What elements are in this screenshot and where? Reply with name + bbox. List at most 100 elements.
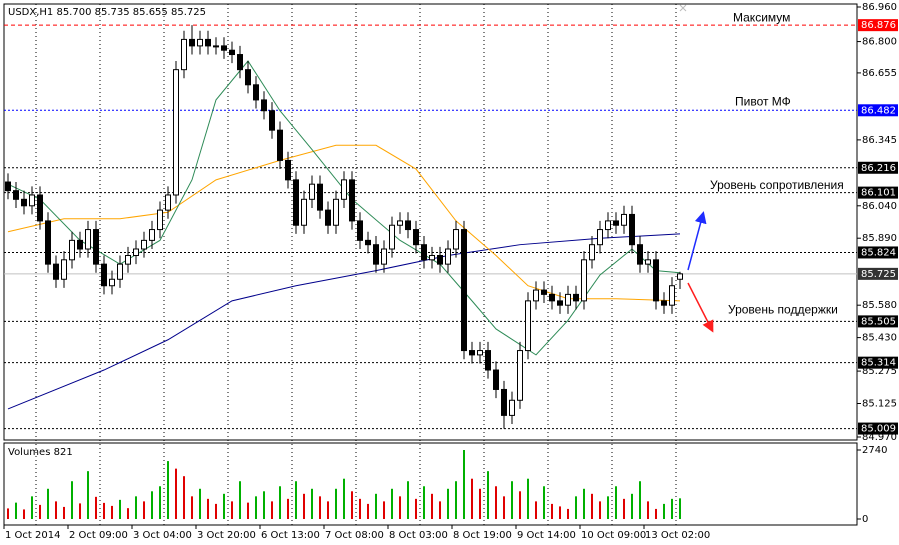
header: USDX,H1 85.700 85.735 85.655 85.725 [8,7,206,18]
candle-body [325,209,331,226]
candle-body [557,300,563,306]
y-tick-label: 85.275 [862,366,897,377]
candle-body [269,110,275,131]
down-arrow [687,282,714,333]
candle-body [661,300,667,306]
candle-body [381,248,387,265]
y-tick-label: 86.655 [862,68,897,79]
candle-body [365,239,371,246]
candle-body [493,369,499,390]
candle-body [677,273,683,280]
candle-body [581,259,587,302]
candle-body [349,179,355,222]
candle-body [637,244,643,265]
y-tick-label: 86.040 [862,201,897,212]
x-tick-label: 3 Oct 04:00 [133,530,192,541]
candle-body [309,183,315,200]
level-label: 85.505 [861,316,896,327]
volume-tick-label: 2740 [862,445,887,456]
main-panel [3,3,858,441]
level-text: Уровень сопротивления [710,178,844,192]
candle-body [29,194,35,207]
candle-body [525,300,531,352]
x-tick-label: 8 Oct 19:00 [453,530,512,541]
candle-body [261,99,267,112]
candle-body [181,38,187,71]
candle-body [53,263,59,280]
candle-body [589,244,595,261]
candle-body [541,289,547,295]
candle-body [157,209,163,231]
candle-body [357,220,363,241]
candle-body [453,229,459,250]
level-label: 86.101 [861,188,896,199]
level-label: 86.482 [861,105,896,116]
candle-body [205,38,211,47]
candle-body [549,293,555,302]
candle-body [85,229,91,250]
candle-body [245,69,251,86]
candle-body [645,259,651,265]
y-tick-label: 85.430 [862,333,897,344]
level-label-box [858,161,898,174]
x-tick-label: 1 Oct 2014 [5,530,60,541]
candle-body [501,388,507,416]
candle-body [5,181,11,192]
candle-body [621,213,627,226]
x-tick-label: 10 Oct 09:00 [581,530,646,541]
level-label: 86.876 [861,20,896,31]
candle-body [285,159,291,181]
level-label-box [858,356,898,369]
candle-body [517,350,523,401]
candle-body [45,220,51,265]
candle-body [469,350,475,356]
candle-body [405,220,411,231]
volume-last: 821 [54,447,73,458]
y-tick-label: 86.345 [862,135,897,146]
x-tick-label: 7 Oct 08:00 [325,530,384,541]
candle-body [69,239,75,261]
candle-body [133,248,139,256]
candle-body [605,220,611,231]
level-label-box [858,104,898,117]
candle-body [21,198,27,207]
candle-body [509,399,515,416]
volume-tick-label: 0 [862,514,868,525]
y-tick-label: 85.890 [862,233,897,244]
candle-body [301,198,307,226]
up-arrow [687,211,707,271]
level-label-box [858,315,898,328]
candle-body [669,285,675,306]
candle-body [165,194,171,211]
candle-body [37,194,43,222]
candle-body [429,254,435,261]
candle-body [117,263,123,280]
candle-body [653,259,659,302]
candle-body [61,259,67,280]
volume-title: Volumes 821 [8,447,73,458]
candle-body [397,220,403,226]
moving-average [7,233,681,410]
candle-body [461,229,467,352]
x-tick-label: 13 Oct 02:00 [645,530,710,541]
y-tick-label: 85.580 [862,300,897,311]
y-tick-label: 86.800 [862,37,897,48]
y-tick-label: 85.125 [862,399,897,410]
volume-title-text: Volumes [8,447,50,458]
level-label-box [858,246,898,259]
x-tick-label: 9 Oct 14:00 [517,530,576,541]
current-price-label: 85.725 [861,269,896,280]
level-text: Максимум [733,10,790,24]
y-tick-label: 84.970 [862,432,897,443]
candle-body [573,293,579,302]
candle-body [341,179,347,200]
moving-average [7,144,681,302]
level-label-box [858,422,898,435]
level-label: 85.824 [861,247,896,258]
candle-body [213,45,219,48]
candle-body [237,54,243,71]
candle-body [437,254,443,265]
level-label: 85.314 [861,358,896,369]
x-tick-label: 6 Oct 13:00 [261,530,320,541]
